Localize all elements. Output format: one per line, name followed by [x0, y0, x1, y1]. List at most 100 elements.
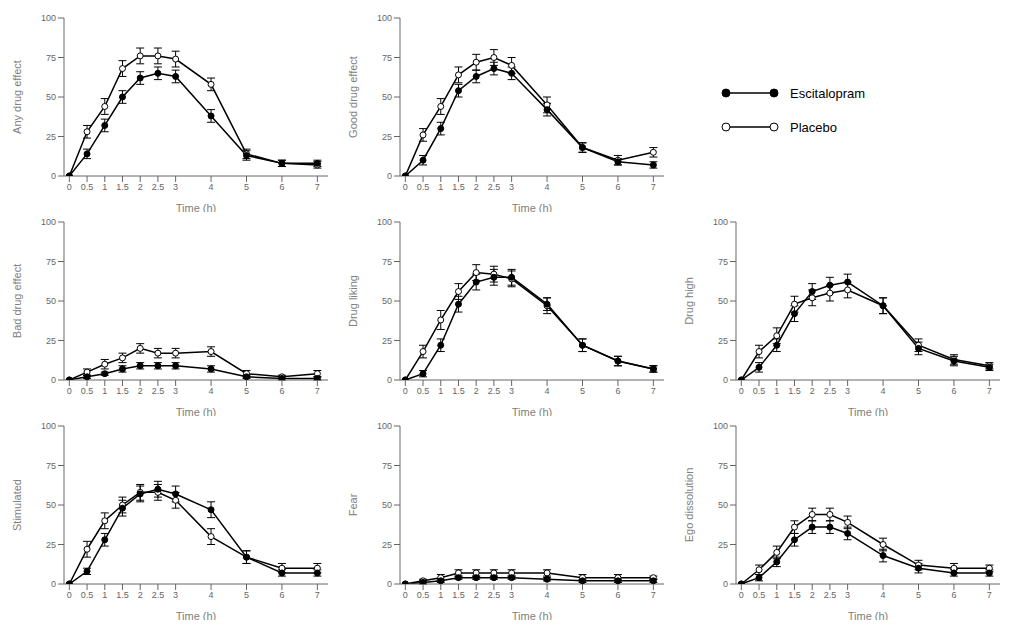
svg-text:5: 5: [244, 182, 249, 192]
svg-text:4: 4: [545, 590, 550, 600]
svg-text:Time (h): Time (h): [176, 406, 217, 416]
svg-text:7: 7: [987, 386, 992, 396]
svg-text:0: 0: [403, 590, 408, 600]
svg-text:6: 6: [279, 590, 284, 600]
svg-text:25: 25: [46, 540, 56, 550]
svg-text:0: 0: [51, 375, 56, 385]
svg-text:Time (h): Time (h): [176, 610, 217, 620]
svg-text:100: 100: [713, 217, 728, 227]
svg-text:Drug liking: Drug liking: [347, 275, 359, 327]
svg-text:25: 25: [46, 132, 56, 142]
svg-text:0: 0: [387, 375, 392, 385]
svg-text:1: 1: [102, 590, 107, 600]
svg-text:7: 7: [315, 590, 320, 600]
svg-text:0: 0: [723, 579, 728, 589]
svg-text:75: 75: [46, 53, 56, 63]
svg-text:3: 3: [845, 386, 850, 396]
svg-text:50: 50: [46, 500, 56, 510]
svg-text:1: 1: [438, 182, 443, 192]
svg-text:7: 7: [651, 386, 656, 396]
svg-text:4: 4: [209, 590, 214, 600]
svg-text:100: 100: [377, 217, 392, 227]
svg-text:6: 6: [951, 590, 956, 600]
svg-text:5: 5: [580, 590, 585, 600]
svg-text:5: 5: [244, 386, 249, 396]
svg-text:0: 0: [67, 386, 72, 396]
svg-text:50: 50: [718, 296, 728, 306]
svg-text:6: 6: [279, 386, 284, 396]
svg-text:0: 0: [403, 386, 408, 396]
svg-text:75: 75: [46, 257, 56, 267]
svg-text:2.5: 2.5: [824, 386, 837, 396]
svg-text:1: 1: [102, 182, 107, 192]
svg-text:1.5: 1.5: [452, 182, 465, 192]
svg-text:Stimulated: Stimulated: [11, 479, 23, 531]
svg-text:4: 4: [209, 182, 214, 192]
svg-text:50: 50: [382, 296, 392, 306]
svg-text:0: 0: [723, 375, 728, 385]
svg-text:5: 5: [244, 590, 249, 600]
svg-text:0: 0: [387, 579, 392, 589]
svg-text:7: 7: [651, 590, 656, 600]
svg-text:0.5: 0.5: [81, 590, 94, 600]
svg-text:6: 6: [615, 182, 620, 192]
svg-text:2: 2: [474, 590, 479, 600]
svg-text:50: 50: [382, 92, 392, 102]
svg-text:25: 25: [382, 132, 392, 142]
svg-text:4: 4: [881, 590, 886, 600]
svg-text:4: 4: [545, 182, 550, 192]
svg-text:75: 75: [382, 461, 392, 471]
svg-text:2.5: 2.5: [824, 590, 837, 600]
svg-text:2: 2: [810, 590, 815, 600]
svg-text:4: 4: [545, 386, 550, 396]
svg-text:0: 0: [67, 182, 72, 192]
svg-text:25: 25: [46, 336, 56, 346]
svg-text:Time (h): Time (h): [512, 202, 553, 212]
svg-text:2.5: 2.5: [488, 182, 501, 192]
svg-text:2.5: 2.5: [488, 590, 501, 600]
svg-text:Bad drug effect: Bad drug effect: [11, 264, 23, 338]
svg-text:0: 0: [739, 590, 744, 600]
svg-text:1: 1: [102, 386, 107, 396]
svg-text:1.5: 1.5: [116, 590, 129, 600]
svg-text:2: 2: [810, 386, 815, 396]
svg-text:1: 1: [774, 386, 779, 396]
svg-text:75: 75: [382, 53, 392, 63]
svg-text:100: 100: [41, 13, 56, 23]
svg-text:0.5: 0.5: [81, 386, 94, 396]
svg-text:100: 100: [41, 421, 56, 431]
svg-text:1.5: 1.5: [452, 386, 465, 396]
svg-text:25: 25: [718, 540, 728, 550]
svg-text:2.5: 2.5: [152, 590, 165, 600]
svg-text:3: 3: [173, 182, 178, 192]
svg-text:2: 2: [138, 590, 143, 600]
svg-text:Time (h): Time (h): [176, 202, 217, 212]
svg-text:Time (h): Time (h): [512, 406, 553, 416]
svg-text:3: 3: [173, 590, 178, 600]
svg-text:3: 3: [845, 590, 850, 600]
svg-text:2: 2: [138, 386, 143, 396]
svg-text:0: 0: [51, 579, 56, 589]
svg-text:2.5: 2.5: [488, 386, 501, 396]
svg-text:100: 100: [377, 421, 392, 431]
svg-text:75: 75: [382, 257, 392, 267]
svg-text:Time (h): Time (h): [848, 610, 889, 620]
svg-text:50: 50: [46, 92, 56, 102]
svg-text:2: 2: [138, 182, 143, 192]
svg-text:5: 5: [580, 386, 585, 396]
svg-text:6: 6: [615, 386, 620, 396]
svg-text:4: 4: [881, 386, 886, 396]
svg-text:6: 6: [615, 590, 620, 600]
svg-text:3: 3: [173, 386, 178, 396]
svg-text:2: 2: [474, 182, 479, 192]
svg-text:0: 0: [403, 182, 408, 192]
svg-text:0.5: 0.5: [417, 386, 430, 396]
svg-text:1.5: 1.5: [116, 182, 129, 192]
svg-text:Time (h): Time (h): [512, 610, 553, 620]
svg-text:0.5: 0.5: [417, 182, 430, 192]
svg-text:2.5: 2.5: [152, 386, 165, 396]
svg-text:0: 0: [51, 171, 56, 181]
svg-text:0.5: 0.5: [753, 386, 766, 396]
svg-text:Any drug effect: Any drug effect: [11, 60, 23, 134]
svg-text:0.5: 0.5: [81, 182, 94, 192]
